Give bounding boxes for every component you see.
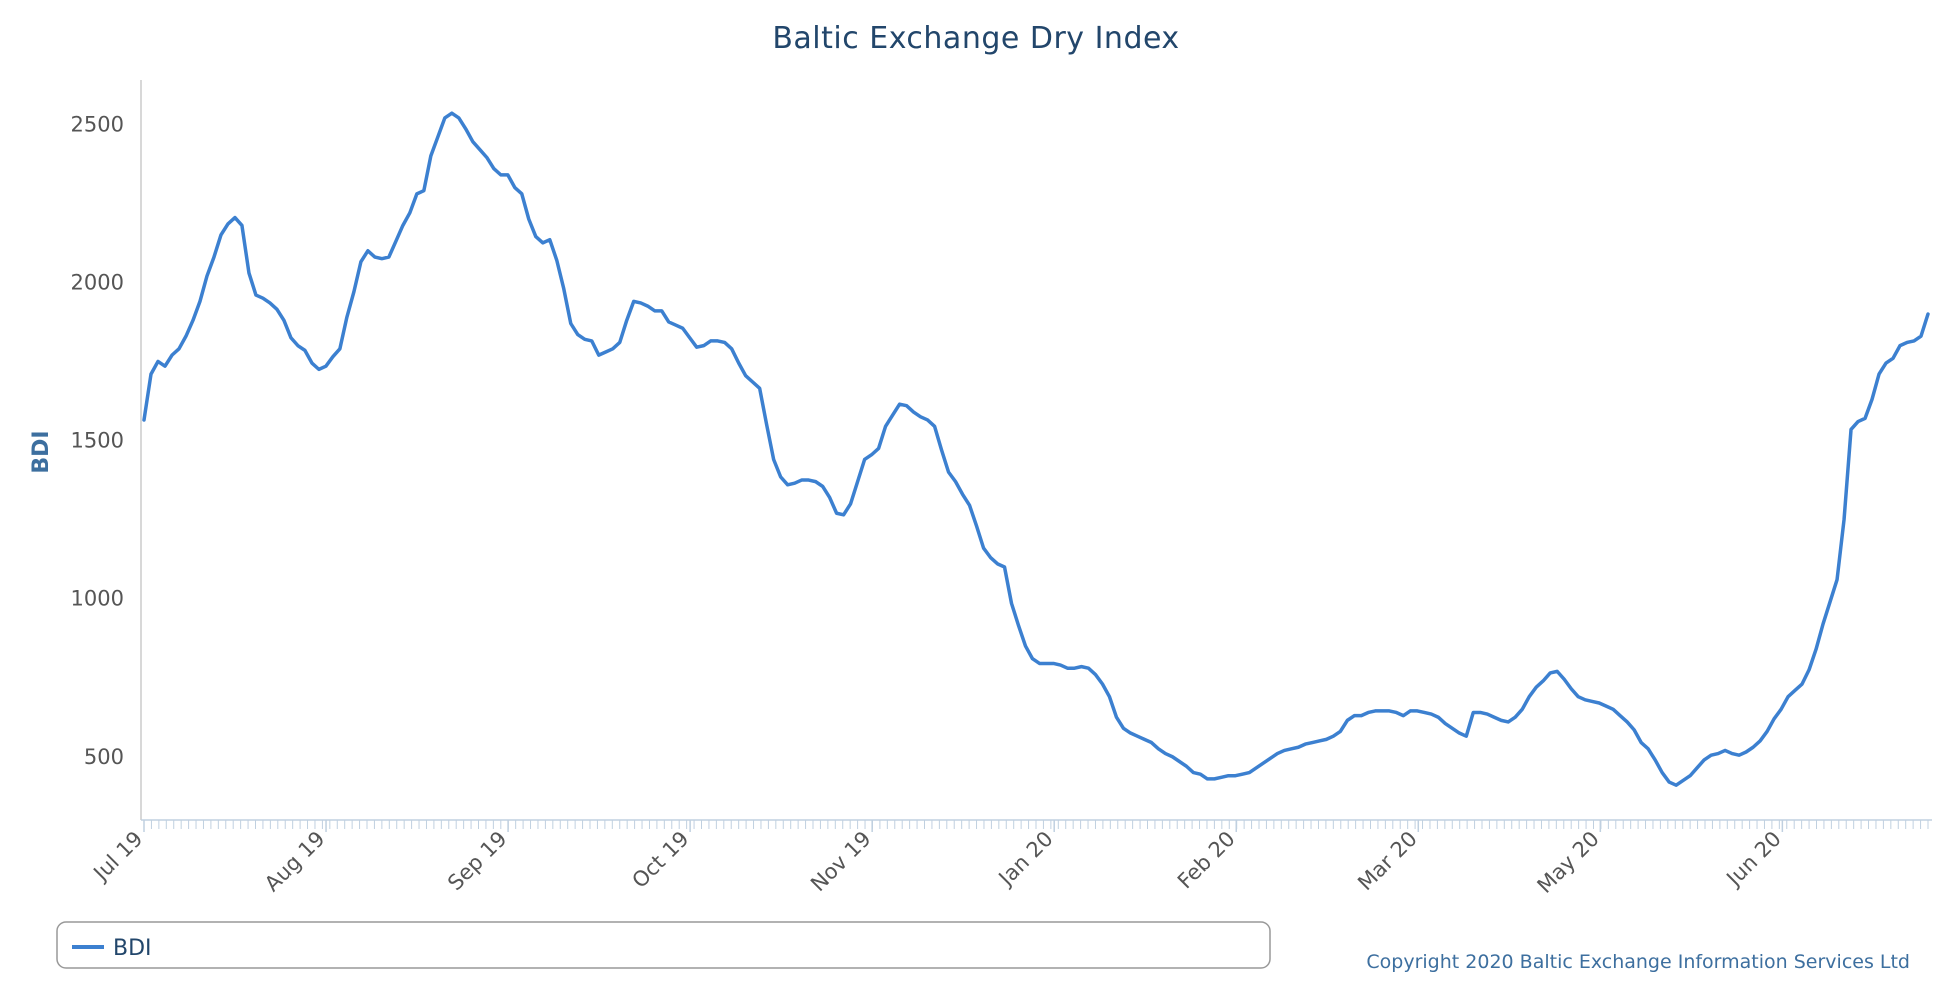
y-axis-label: BDI: [29, 430, 54, 473]
x-tick-label: Aug 19: [260, 827, 330, 897]
x-tick-label: Nov 19: [806, 827, 876, 897]
x-axis-minor-ticks: [143, 820, 1929, 829]
series-line-bdi[interactable]: [142, 111, 1930, 787]
series-group: [142, 111, 1930, 787]
x-tick-label: May 20: [1533, 827, 1604, 898]
y-tick-label: 2500: [71, 112, 124, 136]
x-tick-label: Sep 19: [443, 827, 512, 896]
y-tick-label: 1000: [71, 587, 124, 611]
y-tick-label: 500: [84, 745, 124, 769]
legend-label-bdi[interactable]: BDI: [113, 936, 152, 961]
y-axis-ticks: 500 1000 1500 2000 2500: [71, 112, 124, 768]
legend-box: [56, 921, 1271, 969]
x-tick-label: Jun 20: [1721, 827, 1786, 892]
x-tick-label: Jan 20: [993, 827, 1058, 892]
copyright-text: Copyright 2020 Baltic Exchange Informati…: [1366, 951, 1910, 973]
x-axis-ticks: Jul 19 Aug 19 Sep 19 Oct 19 Nov 19 Jan 20 Feb …: [88, 820, 1786, 898]
chart-title: Baltic Exchange Dry Index: [772, 21, 1179, 56]
legend[interactable]: BDI: [56, 921, 1271, 969]
x-tick-label: Feb 20: [1173, 827, 1240, 894]
x-tick-label: Mar 20: [1353, 827, 1422, 896]
y-tick-label: 2000: [71, 270, 124, 294]
x-tick-label: Jul 19: [88, 827, 148, 887]
y-tick-label: 1500: [71, 429, 124, 453]
x-tick-label: Oct 19: [627, 827, 693, 893]
